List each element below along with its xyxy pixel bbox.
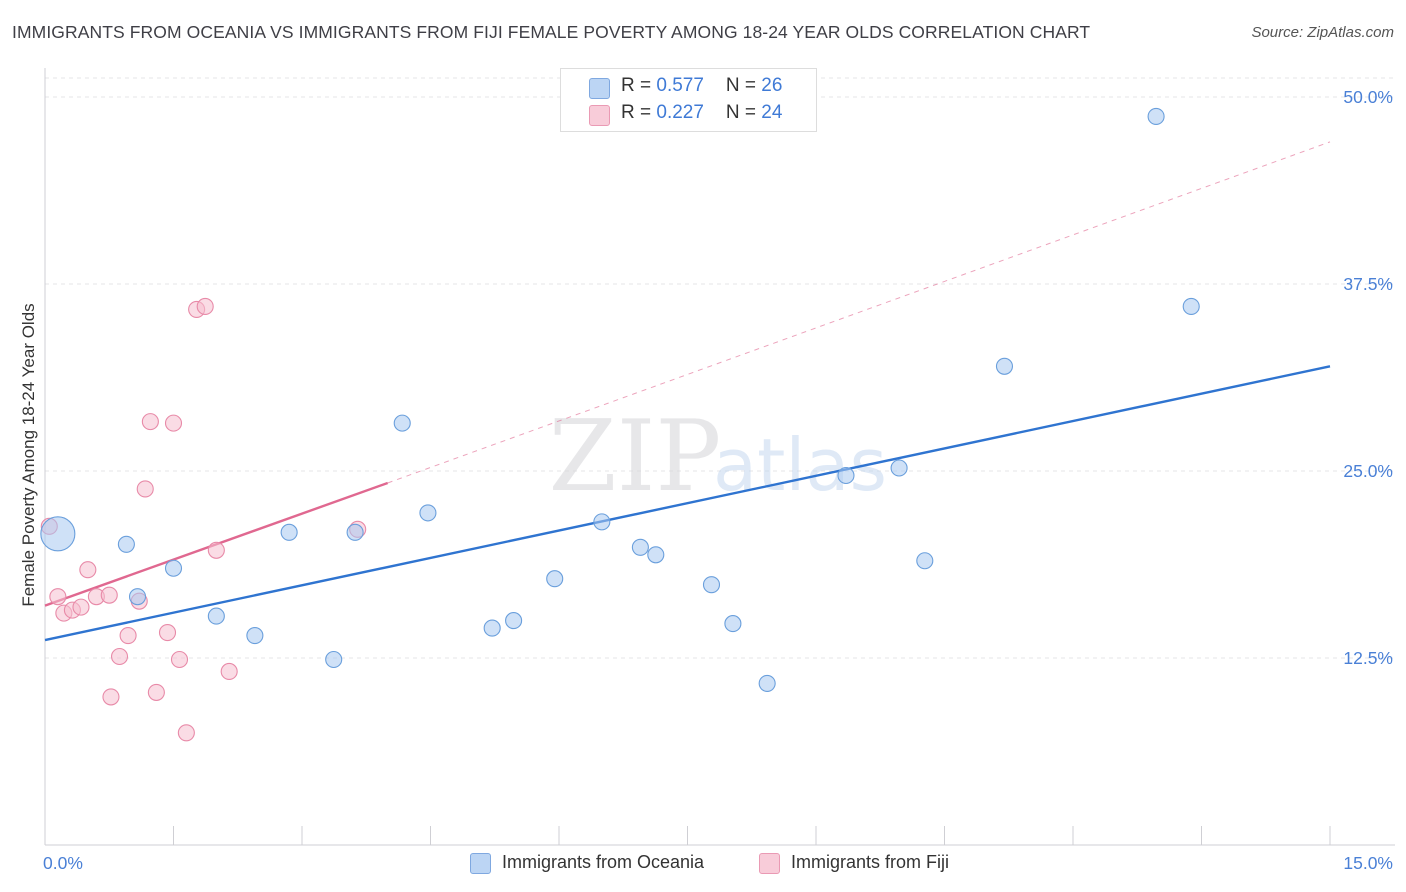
trend-line-oceania bbox=[44, 365, 1331, 642]
point-fiji-14 bbox=[147, 683, 165, 701]
point-oceania-9 bbox=[393, 414, 411, 432]
point-oceania-25 bbox=[1182, 297, 1200, 315]
trend-line-fiji-extension bbox=[387, 141, 1331, 484]
point-oceania-2 bbox=[128, 588, 147, 606]
grid-lines bbox=[45, 77, 1395, 659]
point-oceania-11 bbox=[483, 619, 501, 637]
legend-r-label: R = bbox=[621, 102, 657, 123]
point-oceania-5 bbox=[246, 627, 264, 645]
point-oceania-15 bbox=[631, 538, 649, 556]
chart-title: IMMIGRANTS FROM OCEANIA VS IMMIGRANTS FR… bbox=[12, 22, 1091, 42]
legend-n-value-fiji: 24 bbox=[761, 102, 783, 123]
y-tick-label-3: 50.0% bbox=[1343, 87, 1393, 107]
point-oceania-6 bbox=[280, 523, 298, 541]
source-label: Source: ZipAtlas.com bbox=[1251, 24, 1394, 41]
point-oceania-17 bbox=[702, 576, 721, 594]
point-oceania-8 bbox=[346, 523, 364, 541]
data-points bbox=[40, 107, 1200, 742]
bottom-legend-label-fiji: Immigrants from Fiji bbox=[791, 852, 950, 872]
point-oceania-3 bbox=[164, 559, 183, 577]
point-oceania-20 bbox=[837, 466, 855, 485]
legend-r-label: R = bbox=[621, 75, 657, 96]
point-oceania-13 bbox=[546, 570, 564, 588]
point-fiji-13 bbox=[141, 413, 159, 431]
watermark-atlas: atlas bbox=[713, 423, 887, 507]
point-oceania-24 bbox=[1147, 107, 1165, 125]
point-oceania-1 bbox=[117, 535, 135, 553]
point-oceania-4 bbox=[207, 607, 225, 625]
legend-n-label: N = bbox=[725, 75, 762, 96]
point-fiji-16 bbox=[164, 414, 183, 432]
point-oceania-7 bbox=[325, 650, 343, 669]
x-tick-label-0: 0.0% bbox=[43, 853, 83, 873]
x-tick-label-1: 15.0% bbox=[1343, 853, 1393, 873]
y-tick-label-1: 25.0% bbox=[1343, 461, 1393, 481]
point-fiji-21 bbox=[207, 541, 225, 559]
point-oceania-23 bbox=[995, 357, 1014, 375]
point-fiji-12 bbox=[136, 480, 154, 498]
bottom-legend-swatch-oceania bbox=[470, 853, 491, 874]
point-fiji-5 bbox=[79, 561, 97, 579]
legend-n-label: N = bbox=[725, 102, 762, 123]
legend-r-value-oceania: 0.577 bbox=[656, 75, 704, 96]
tick-labels: 12.5% 25.0% 37.5% 50.0% 0.0% 15.0% bbox=[43, 87, 1393, 873]
y-tick-label-2: 37.5% bbox=[1343, 274, 1393, 294]
point-oceania-19 bbox=[758, 674, 776, 692]
point-fiji-22 bbox=[220, 662, 238, 681]
trend-lines bbox=[44, 141, 1331, 642]
point-fiji-18 bbox=[177, 724, 195, 742]
point-oceania-22 bbox=[916, 552, 934, 570]
point-oceania-21 bbox=[890, 459, 908, 477]
point-fiji-17 bbox=[170, 650, 189, 669]
legend-swatch-oceania bbox=[589, 78, 610, 99]
legend-n-value-oceania: 26 bbox=[761, 75, 783, 96]
watermark: ZIP atlas bbox=[549, 400, 887, 514]
legend-swatch-fiji bbox=[589, 105, 610, 126]
y-tick-label-0: 12.5% bbox=[1343, 648, 1393, 668]
axes bbox=[44, 68, 1395, 846]
bottom-legend-swatch-fiji bbox=[759, 853, 780, 874]
watermark-zip: ZIP bbox=[549, 400, 722, 514]
stats-legend: R = 0.577 N = 26 R = 0.227 N = 24 bbox=[560, 68, 817, 132]
point-fiji-10 bbox=[119, 627, 137, 645]
legend-r-value-fiji: 0.227 bbox=[656, 102, 704, 123]
point-fiji-4 bbox=[72, 598, 90, 616]
point-oceania-18 bbox=[724, 615, 742, 633]
point-oceania-12 bbox=[505, 612, 523, 630]
point-oceania-14 bbox=[593, 513, 611, 531]
point-oceania-0 bbox=[40, 516, 76, 552]
point-oceania-16 bbox=[647, 546, 665, 564]
bottom-legend-label-oceania: Immigrants from Oceania bbox=[502, 852, 705, 872]
point-fiji-15 bbox=[158, 624, 177, 642]
point-fiji-7 bbox=[100, 586, 118, 604]
point-fiji-8 bbox=[102, 688, 120, 706]
point-fiji-1 bbox=[49, 588, 67, 606]
point-oceania-10 bbox=[419, 504, 437, 522]
y-axis-title: Female Poverty Among 18-24 Year Olds bbox=[19, 303, 38, 607]
point-fiji-20 bbox=[196, 297, 214, 315]
point-fiji-9 bbox=[110, 647, 129, 666]
